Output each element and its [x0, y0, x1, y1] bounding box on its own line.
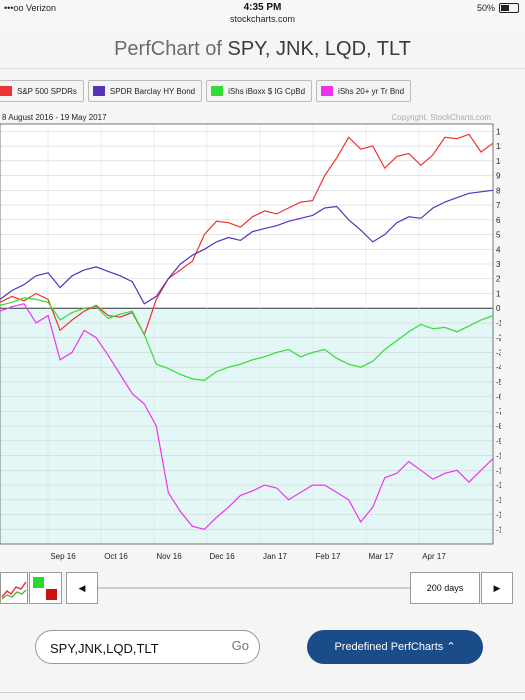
plot-border [0, 123, 494, 545]
legend-item-lqd[interactable]: iShs iBoxx $ IG CpBd [206, 80, 313, 102]
y-tick-label: 11.0% [496, 142, 501, 151]
chart-controls: ◀ 200 days ▶ [0, 572, 525, 618]
title-symbols: SPY, JNK, LQD, TLT [227, 38, 411, 60]
copyright-label: Copyright, StockCharts.com [391, 113, 491, 122]
x-tick-label: Sep 16 [50, 552, 76, 561]
legend-swatch [92, 86, 105, 96]
date-range-label: 8 August 2016 - 19 May 2017 [2, 113, 107, 122]
y-tick-label: 8.0% [496, 186, 501, 195]
y-tick-label: -11.0% [496, 466, 501, 475]
y-tick-label: 5.0% [496, 231, 501, 240]
x-tick-label: Jan 17 [263, 552, 288, 561]
legend-label: iShs iBoxx $ IG CpBd [228, 86, 306, 96]
legend-label: SPDR Barclay HY Bond [109, 86, 196, 96]
red-box-icon [46, 589, 57, 600]
y-tick-label: -5.0% [496, 378, 501, 387]
y-tick-label: -10.0% [496, 452, 501, 461]
y-tick-label: -15.0% [496, 525, 501, 534]
series-line-1 [0, 189, 494, 305]
predefined-perfcharts-button[interactable]: Predefined PerfCharts ⌃ [307, 630, 483, 664]
symbol-input[interactable] [48, 637, 222, 659]
y-tick-label: 12.0% [496, 127, 501, 136]
legend-item-jnk[interactable]: SPDR Barclay HY Bond [87, 80, 203, 102]
legend-label: S&P 500 SPDRs [17, 86, 77, 96]
y-tick-label: -4.0% [496, 363, 501, 372]
y-tick-label: 6.0% [496, 216, 501, 225]
y-tick-label: 7.0% [496, 201, 501, 210]
symbol-search[interactable]: Go [35, 630, 260, 664]
chart-style-thumbnail[interactable] [0, 572, 28, 604]
legend-swatch [321, 86, 334, 96]
y-tick-label: 3.0% [496, 260, 501, 269]
x-tick-label: Dec 16 [209, 552, 235, 561]
series-line-3 [0, 303, 494, 530]
date-slider[interactable] [98, 587, 410, 589]
y-tick-label: 10.0% [496, 157, 501, 166]
y-tick-label: -6.0% [496, 393, 501, 402]
perf-chart: 12.0% 11.0% 10.0% 9.0% 8.0% 7.0% 6.0% 5.0% 4.0% 3… [0, 104, 521, 574]
y-tick-label: 0.0% [496, 304, 501, 313]
clock: 4:35 PM [243, 2, 282, 13]
y-tick-label: -3.0% [496, 348, 501, 357]
y-tick-label: 2.0% [496, 275, 501, 284]
legend-label: iShs 20+ yr Tr Bnd [338, 86, 405, 96]
go-button[interactable]: Go [231, 638, 249, 653]
bottom-bar: Go Predefined PerfCharts ⌃ [0, 620, 525, 700]
y-tick-label: -12.0% [496, 481, 501, 490]
battery-percent: 50% [476, 3, 495, 13]
series-line-2 [0, 297, 494, 382]
series-line-0 [0, 133, 494, 337]
y-tick-label: 9.0% [496, 172, 501, 181]
legend-item-spy[interactable]: S&P 500 SPDRs [0, 80, 84, 102]
legend-swatch [211, 86, 224, 96]
y-tick-label: -9.0% [496, 437, 501, 446]
title-prefix: PerfChart of [114, 38, 222, 60]
page-title: PerfChart of SPY, JNK, LQD, TLT [0, 38, 525, 61]
slider-prev-button[interactable]: ◀ [66, 572, 98, 604]
x-tick-label: Nov 16 [156, 552, 182, 561]
slider-next-button[interactable]: ▶ [481, 572, 513, 604]
legend-item-tlt[interactable]: iShs 20+ yr Tr Bnd [316, 80, 412, 102]
x-tick-label: Mar 17 [369, 552, 394, 561]
battery-icon [499, 3, 519, 13]
days-button[interactable]: 200 days [410, 572, 480, 604]
green-box-icon [33, 577, 44, 588]
y-tick-label: -14.0% [496, 511, 501, 520]
x-tick-label: Apr 17 [422, 552, 446, 561]
status-bar: •••oo Verizon 4:35 PM stockcharts.com 50… [0, 0, 525, 34]
url-label[interactable]: stockcharts.com [229, 14, 296, 24]
y-tick-label: -8.0% [496, 422, 501, 431]
y-tick-label: -7.0% [496, 407, 501, 416]
color-mode-toggle[interactable] [29, 572, 62, 604]
carrier-label: •••oo Verizon [4, 3, 56, 13]
y-tick-label: 4.0% [496, 245, 501, 254]
mini-chart-icon [1, 581, 27, 600]
y-tick-label: -1.0% [496, 319, 501, 328]
chart-svg: 12.0% 11.0% 10.0% 9.0% 8.0% 7.0% 6.0% 5.0% 4.0% 3… [0, 113, 521, 561]
x-tick-label: Feb 17 [316, 552, 341, 561]
y-tick-label: -13.0% [496, 496, 501, 505]
y-tick-label: -2.0% [496, 334, 501, 343]
bottom-divider [0, 692, 525, 693]
x-tick-label: Oct 16 [104, 552, 128, 561]
title-divider [0, 68, 525, 69]
status-right: 50% [477, 3, 519, 13]
y-tick-label: 1.0% [496, 289, 501, 298]
legend-swatch [0, 86, 12, 96]
chart-legend: S&P 500 SPDRs SPDR Barclay HY Bond iShs … [0, 80, 412, 102]
